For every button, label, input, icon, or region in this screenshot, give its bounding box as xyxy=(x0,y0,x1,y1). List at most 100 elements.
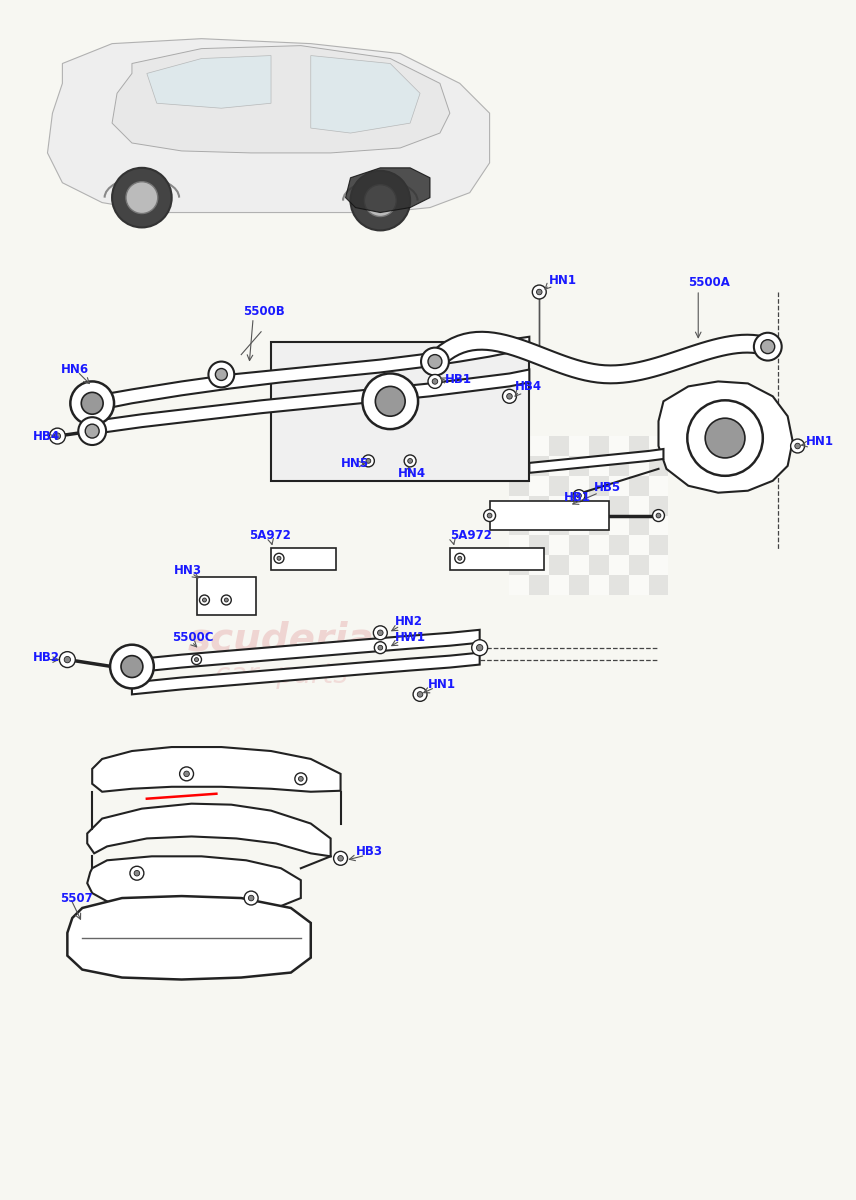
Bar xyxy=(589,476,609,496)
Circle shape xyxy=(130,866,144,880)
Text: HB4: HB4 xyxy=(514,380,542,392)
Bar xyxy=(649,516,669,535)
Circle shape xyxy=(350,170,410,230)
Bar xyxy=(628,516,649,535)
Circle shape xyxy=(216,368,228,380)
Bar xyxy=(609,516,628,535)
Bar xyxy=(550,476,569,496)
Circle shape xyxy=(334,851,348,865)
Text: HW1: HW1 xyxy=(395,631,426,644)
Polygon shape xyxy=(132,653,479,695)
Circle shape xyxy=(377,630,383,636)
Circle shape xyxy=(404,455,416,467)
Text: 5A972: 5A972 xyxy=(450,529,491,542)
Text: 5507: 5507 xyxy=(61,892,93,905)
Bar xyxy=(649,535,669,556)
Bar xyxy=(589,556,609,575)
Circle shape xyxy=(761,340,775,354)
Bar xyxy=(649,556,669,575)
Circle shape xyxy=(472,640,488,655)
Circle shape xyxy=(54,433,61,439)
Polygon shape xyxy=(658,382,793,493)
Polygon shape xyxy=(92,370,529,434)
Bar xyxy=(589,575,609,595)
Circle shape xyxy=(203,598,206,602)
Bar xyxy=(569,456,589,476)
Text: HN1: HN1 xyxy=(550,274,577,287)
Bar xyxy=(490,500,609,530)
Bar xyxy=(628,456,649,476)
Bar xyxy=(609,476,628,496)
Bar xyxy=(569,535,589,556)
Bar xyxy=(609,535,628,556)
Circle shape xyxy=(477,644,483,650)
Circle shape xyxy=(458,557,461,560)
Circle shape xyxy=(373,626,387,640)
Bar xyxy=(550,575,569,595)
Text: car  parts: car parts xyxy=(215,660,348,689)
Circle shape xyxy=(64,656,70,662)
Bar xyxy=(649,436,669,456)
Circle shape xyxy=(791,439,805,452)
Bar xyxy=(550,535,569,556)
Circle shape xyxy=(502,389,516,403)
Circle shape xyxy=(224,598,229,602)
Bar xyxy=(628,535,649,556)
Text: HN1: HN1 xyxy=(805,434,834,448)
Polygon shape xyxy=(132,630,479,672)
Text: 5500A: 5500A xyxy=(688,276,730,288)
Polygon shape xyxy=(529,449,663,473)
Bar xyxy=(609,496,628,516)
Polygon shape xyxy=(271,342,529,481)
Circle shape xyxy=(362,373,418,430)
Bar xyxy=(609,575,628,595)
Bar xyxy=(628,476,649,496)
Bar xyxy=(529,535,550,556)
Bar xyxy=(569,436,589,456)
Circle shape xyxy=(417,691,423,697)
Circle shape xyxy=(432,379,437,384)
Circle shape xyxy=(112,168,172,228)
Circle shape xyxy=(248,895,254,901)
Circle shape xyxy=(484,510,496,522)
Polygon shape xyxy=(87,857,300,912)
Bar xyxy=(529,516,550,535)
Bar xyxy=(509,436,529,456)
Circle shape xyxy=(537,289,542,295)
Polygon shape xyxy=(429,331,770,383)
Bar xyxy=(271,548,336,570)
Bar xyxy=(529,575,550,595)
Bar xyxy=(509,456,529,476)
Circle shape xyxy=(428,374,442,389)
Bar xyxy=(649,476,669,496)
Text: HN2: HN2 xyxy=(395,616,423,629)
Bar xyxy=(509,476,529,496)
Circle shape xyxy=(413,688,427,701)
Circle shape xyxy=(407,458,413,463)
Text: HN3: HN3 xyxy=(174,564,202,577)
Bar xyxy=(628,556,649,575)
Circle shape xyxy=(754,332,782,360)
Bar xyxy=(589,436,609,456)
Circle shape xyxy=(428,355,442,368)
Bar xyxy=(649,456,669,476)
Circle shape xyxy=(573,490,585,502)
Bar xyxy=(550,556,569,575)
Bar xyxy=(569,575,589,595)
Circle shape xyxy=(126,181,158,214)
Bar xyxy=(589,456,609,476)
Circle shape xyxy=(184,772,189,776)
Polygon shape xyxy=(147,55,271,108)
Circle shape xyxy=(294,773,306,785)
Circle shape xyxy=(362,455,374,467)
Text: 5A972: 5A972 xyxy=(249,529,291,542)
Circle shape xyxy=(652,510,664,522)
Circle shape xyxy=(277,557,281,560)
Circle shape xyxy=(705,418,745,458)
Circle shape xyxy=(192,655,201,665)
Bar xyxy=(628,436,649,456)
Text: scuderia: scuderia xyxy=(187,620,374,659)
Polygon shape xyxy=(311,55,420,133)
Text: HN4: HN4 xyxy=(398,467,426,480)
Bar xyxy=(509,516,529,535)
